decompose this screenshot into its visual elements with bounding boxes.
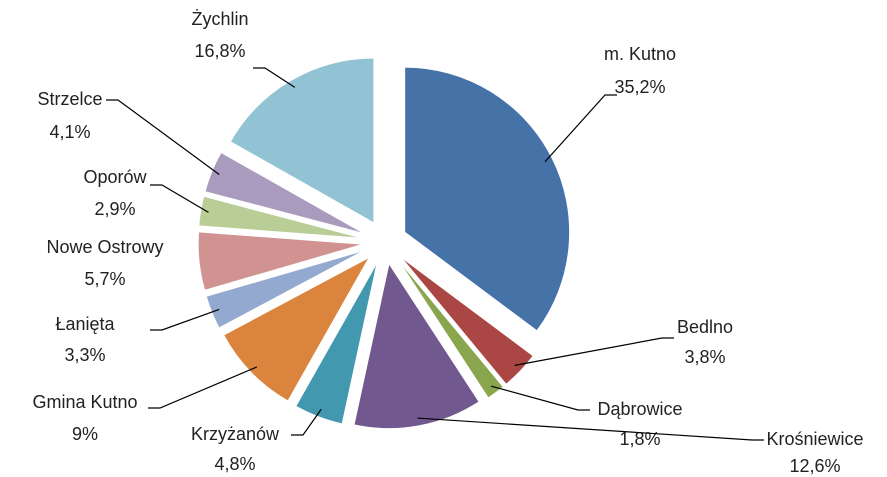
pie-slice — [400, 256, 534, 385]
slice-label: Łanięta — [55, 314, 115, 334]
slice-label: Bedlno — [677, 317, 733, 337]
slice-label: Nowe Ostrowy — [46, 237, 163, 257]
pie-slice — [404, 66, 571, 332]
value-label: 9% — [72, 424, 98, 444]
pie-slice — [198, 195, 364, 239]
leader-line — [150, 308, 220, 331]
slice-label: Oporów — [83, 167, 147, 187]
leader-line — [148, 366, 258, 409]
value-label: 4,8% — [214, 454, 255, 474]
leader-line — [291, 408, 322, 436]
value-label: 35,2% — [614, 77, 665, 97]
slice-label: Żychlin — [191, 9, 248, 29]
value-label: 12,6% — [789, 456, 840, 476]
slice-label: Krośniewice — [766, 429, 863, 449]
leader-line — [106, 99, 220, 176]
slice-label: Dąbrowice — [597, 399, 682, 419]
pie-slice — [204, 151, 365, 235]
value-label: 5,7% — [84, 269, 125, 289]
leader-line — [150, 184, 209, 213]
leader-line — [514, 337, 674, 366]
pie-slice — [295, 262, 378, 425]
leader-line — [544, 94, 617, 163]
leader-line — [490, 385, 590, 411]
value-label: 3,3% — [64, 345, 105, 365]
slice-label: Gmina Kutno — [32, 392, 137, 412]
pie-slice — [222, 256, 371, 402]
pie-slice — [197, 231, 364, 291]
slice-label: Krzyżanów — [191, 424, 280, 444]
leader-line — [253, 67, 296, 88]
leader-line — [417, 417, 764, 441]
slice-label: Strzelce — [37, 89, 102, 109]
value-label: 16,8% — [194, 41, 245, 61]
value-label: 2,9% — [94, 199, 135, 219]
pie-slice — [353, 262, 480, 430]
value-label: 3,8% — [684, 347, 725, 367]
value-label: 4,1% — [49, 122, 90, 142]
pie-slice — [397, 259, 504, 399]
pie-slice — [229, 57, 375, 224]
slice-label: m. Kutno — [604, 44, 676, 64]
